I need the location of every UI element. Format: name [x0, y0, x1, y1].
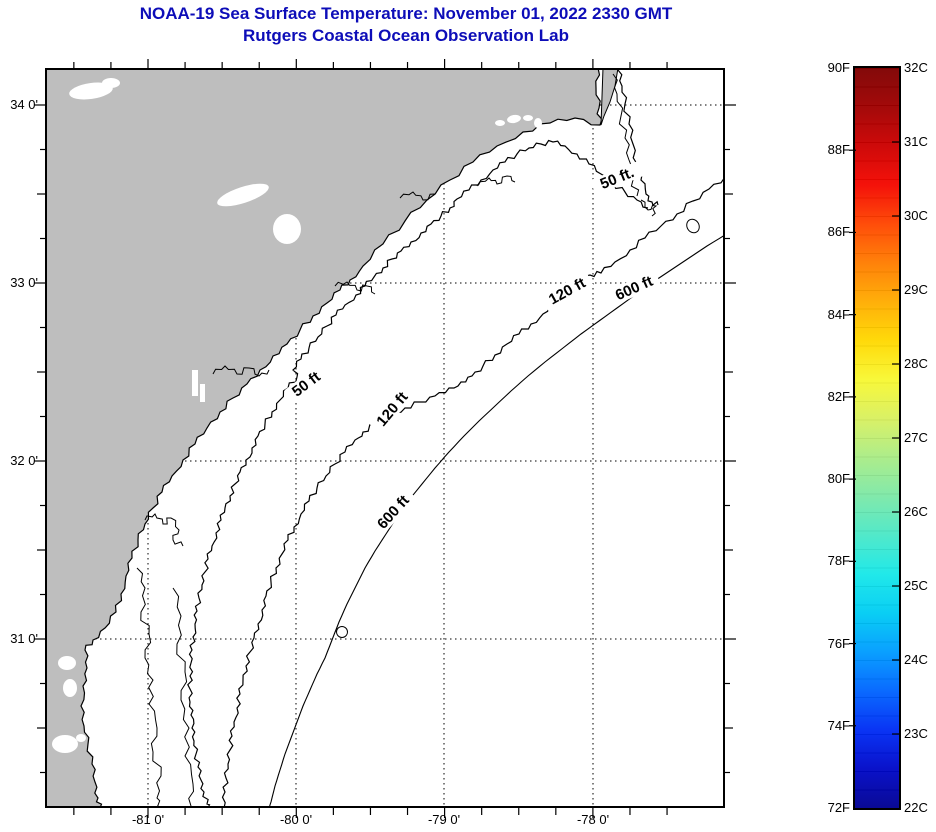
contour-label-600ft-ne: 600 ft: [606, 270, 662, 306]
inland-water-patch: [58, 656, 76, 670]
y-axis-label-34: 34 0': [10, 97, 38, 112]
contour-label-text: 120 ft: [546, 275, 589, 309]
land-mass: [45, 68, 603, 808]
temperature-colorbar: [853, 66, 901, 810]
inland-water-patch: [273, 214, 301, 244]
inland-water-patch: [192, 370, 198, 396]
contour-label-120ft-ne: 120 ft: [540, 271, 594, 311]
cbar-label-31c: 31C: [904, 134, 928, 149]
inland-water-patch: [409, 258, 415, 264]
barrier-island-outline: [476, 175, 516, 187]
cbar-label-88f: 88F: [827, 142, 850, 157]
inland-water-patch: [404, 251, 410, 257]
barrier-island-outline: [172, 587, 195, 807]
label-mask: [540, 271, 594, 311]
cbar-label-78f: 78F: [827, 553, 850, 568]
small-closed-contour: [686, 218, 700, 234]
label-mask: [369, 383, 415, 435]
barrier-island-outline: [640, 199, 658, 217]
title-line-1: NOAA-19 Sea Surface Temperature: Novembe…: [139, 4, 673, 23]
contour-label-600ft-sw: 600 ft: [369, 487, 417, 537]
coastline-and-contours: [45, 68, 725, 808]
inland-water-patch: [534, 118, 542, 128]
contour-label-50ft-ne: 50 ft.: [589, 160, 645, 196]
inland-water-patch: [200, 384, 205, 402]
inland-water-patch: [76, 734, 86, 742]
cbar-label-27c: 27C: [904, 430, 928, 445]
contour-label-text: 120 ft: [373, 389, 411, 430]
barrier-island-outline: [136, 567, 163, 808]
cbar-label-76f: 76F: [827, 636, 850, 651]
x-axis-label-79: -79 0': [427, 812, 461, 827]
cape-fear-east-bank: [600, 68, 619, 126]
cbar-label-30c: 30C: [904, 208, 928, 223]
cbar-label-28c: 28C: [904, 356, 928, 371]
contour-label-50ft-sw: 50 ft: [284, 364, 328, 404]
contour-label-text: 600 ft: [613, 273, 656, 304]
y-axis-label-31: 31 0': [10, 631, 38, 646]
y-axis-label-32: 32 0': [10, 453, 38, 468]
inland-water-patch: [102, 78, 120, 88]
x-axis-label-81: -81 0': [131, 812, 165, 827]
cbar-label-25c: 25C: [904, 578, 928, 593]
inland-water-patch: [523, 115, 533, 121]
label-mask: [589, 160, 645, 196]
cbar-label-84f: 84F: [827, 307, 850, 322]
cbar-label-82f: 82F: [827, 389, 850, 404]
label-mask: [369, 487, 417, 537]
title-line-2: Rutgers Coastal Ocean Observation Lab: [243, 25, 569, 45]
map-plot: 50 ft. 120 ft 600 ft 50 ft 120 ft: [45, 68, 725, 808]
label-mask: [284, 364, 328, 404]
cbar-label-86f: 86F: [827, 224, 850, 239]
inland-water-patch: [495, 120, 505, 126]
contour-label-120ft-sw: 120 ft: [369, 383, 415, 435]
cbar-label-26c: 26C: [904, 504, 928, 519]
contour-50ft: [187, 139, 649, 808]
cbar-label-22c: 22C: [904, 800, 928, 815]
inland-water-patch: [217, 183, 269, 207]
x-axis-label-80: -80 0': [279, 812, 313, 827]
inland-water-patch: [63, 679, 77, 697]
x-axis-label-78: -78 0': [576, 812, 610, 827]
cbar-label-72f: 72F: [827, 800, 850, 815]
cbar-label-23c: 23C: [904, 726, 928, 741]
inland-water-patch: [69, 82, 113, 100]
inland-water-patch: [52, 735, 78, 753]
inland-water-patch: [507, 114, 521, 124]
barrier-island-outline: [212, 365, 270, 377]
cbar-label-74f: 74F: [827, 718, 850, 733]
map-frame: 50 ft. 120 ft 600 ft 50 ft 120 ft: [45, 68, 725, 808]
small-closed-contour: [336, 626, 348, 638]
barrier-island-outline: [144, 513, 184, 547]
label-mask: [606, 270, 662, 306]
cbar-label-32c: 32C: [904, 60, 928, 75]
barrier-island-outline: [334, 281, 376, 295]
colorbar-step-bands: [855, 68, 899, 808]
contour-600ft: [268, 234, 725, 808]
cbar-label-90f: 90F: [827, 60, 850, 75]
colorbar-gradient: [855, 68, 899, 808]
y-axis-label-33: 33 0': [10, 275, 38, 290]
contour-50ft-cape-fear: [617, 69, 659, 207]
cbar-label-80f: 80F: [827, 471, 850, 486]
barrier-island-outline: [399, 191, 436, 201]
cbar-label-24c: 24C: [904, 652, 928, 667]
figure-title: NOAA-19 Sea Surface Temperature: Novembe…: [0, 3, 812, 47]
cbar-label-29c: 29C: [904, 282, 928, 297]
map-border: [45, 68, 725, 808]
